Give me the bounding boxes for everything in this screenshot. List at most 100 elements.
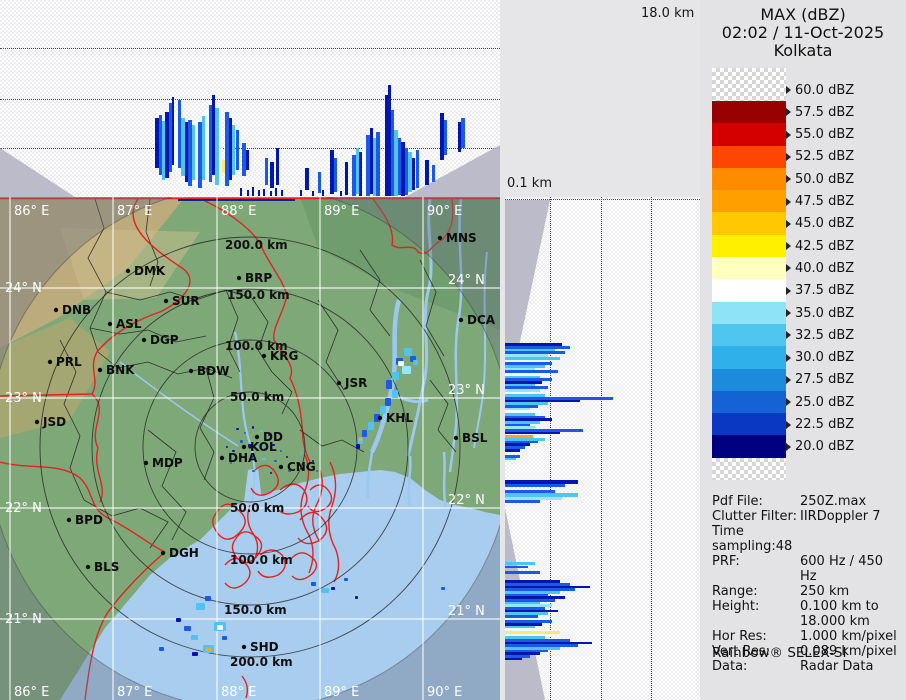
beam-blind-wedge [405,145,500,197]
state-boundary [250,464,279,496]
echo-bar [394,130,398,196]
out-of-range-mask [0,185,512,700]
city-dot [236,275,242,281]
city-label: BDW [197,364,229,378]
map-echo [205,596,211,601]
echo-bar [505,490,555,493]
longitude-label: 89° E [324,685,359,700]
height-gridline [0,99,500,100]
meta-label: Range: [712,584,758,599]
echo-bar [505,397,613,400]
terrain-patch [0,318,110,438]
meta-label: PRF: [712,554,740,569]
panel-top-gridline [505,199,700,200]
longitude-label: 86° E [14,204,49,219]
echo-bar [505,443,530,446]
echo-bar [505,628,548,631]
dbz-label: 50.0 dBZ [786,172,854,187]
radar-map: 86° E 86° E 87° E 87° E 88° E 88° E 89° E 89° E… [0,184,513,700]
echo-bar [505,484,565,487]
echo-bar [265,158,268,185]
map-echo [386,380,392,389]
city-label: BSL [462,431,488,445]
echo-bar [252,187,254,196]
longitude-label: 87° E [117,685,152,700]
arrow-icon [786,264,791,273]
longitude-label: 90° E [427,685,462,700]
echo-bar [505,376,540,378]
meta-row: Clutter Filter: IIRDoppler 7 [712,509,902,524]
district-boundary [359,249,391,337]
echo-bar [505,378,552,381]
echo-bar [263,189,265,196]
meta-label: Height: [712,599,760,614]
echo-bar [391,110,394,196]
district-boundary [299,429,365,453]
state-boundary [241,675,249,699]
river [442,451,448,509]
echo-bar [192,125,195,180]
range-ring-label: 150.0 km [224,603,287,617]
map-echo [206,648,211,652]
height-gridline [0,48,500,49]
city-label: DCA [467,313,496,327]
state-boundary [297,511,328,545]
meta-value: 250Z.max [800,494,867,509]
state-boundary [0,198,191,397]
echo-bar [505,586,590,588]
range-ring-label: 50.0 km [230,501,284,515]
height-gridline [550,197,551,700]
city-label: SHD [250,640,279,654]
echo-bar [242,143,246,176]
city-label: DHA [228,451,258,465]
dbz-label: 60.0 dBZ [786,83,854,98]
echo-bar [505,639,570,642]
height-gridline [601,197,602,700]
echo-bar [318,172,321,193]
echo-bar [376,132,380,196]
state-boundary [84,551,166,700]
map-echo [192,652,198,656]
meta-row: Range: 250 km [712,584,902,599]
meta-row: Time sampling:48 [712,524,902,554]
city-dot [188,368,194,374]
meta-row: Hor Res: 1.000 km/pixel [712,629,902,644]
dbz-band [712,123,786,146]
city-dot [53,307,59,313]
echo-bar [505,612,548,615]
range-ring-label: 200.0 km [225,238,288,252]
echo-bar [312,191,314,196]
state-boundary [372,198,454,255]
radar-site-marker [248,445,252,449]
map-echo [184,626,191,631]
city-label: SUR [172,294,200,308]
range-ring [91,288,409,606]
city-dot [47,359,53,365]
dbz-band [712,435,786,458]
city-dot [97,367,103,373]
map-echo [262,458,266,460]
district-boundary [89,327,207,343]
echo-bar [505,500,540,503]
range-ring-label: 100.0 km [225,339,288,353]
echo-bar [505,349,555,351]
dbz-band [712,279,786,302]
map-echo [380,406,386,414]
district-boundary [271,371,293,415]
echo-bar [352,155,356,196]
dbz-band [712,190,786,213]
longitude-label: 87° E [117,204,152,219]
echo-bar [322,190,324,196]
city-label: DNB [62,303,91,317]
echo-bar [155,118,159,168]
map-echo [316,470,318,472]
echo-bar [398,138,401,195]
sea-area [60,470,500,700]
echo-bar [505,424,530,426]
echo-bar [505,599,555,602]
map-echo [240,454,242,457]
city-dot [261,353,267,359]
city-dot [241,644,247,650]
river [369,299,402,454]
echo-bar [340,191,342,196]
